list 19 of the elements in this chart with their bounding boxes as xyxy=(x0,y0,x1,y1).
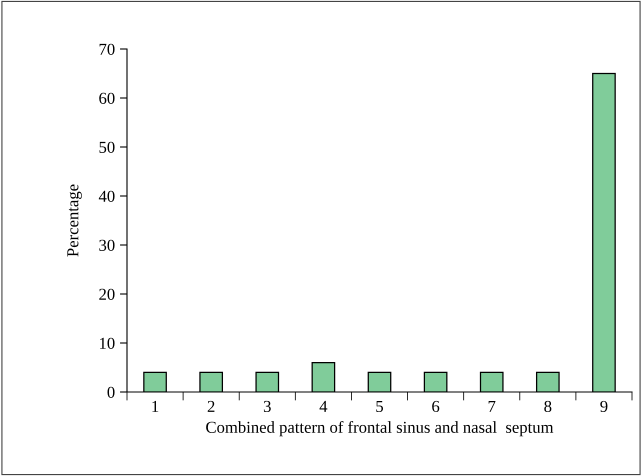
y-tick-label: 10 xyxy=(100,338,115,349)
y-tick-label: 30 xyxy=(99,240,115,251)
y-tick-label: 40 xyxy=(98,190,115,202)
y-tick-label: 20 xyxy=(99,288,115,300)
x-tick-label: 5 xyxy=(376,400,384,412)
y-tick-label: 60 xyxy=(99,92,115,104)
x-tick-label: 6 xyxy=(432,400,440,412)
y-axis-title: Percentage xyxy=(67,184,82,257)
x-tick-label: 9 xyxy=(600,400,608,412)
y-tick-label: 50 xyxy=(99,142,115,153)
x-tick-label: 8 xyxy=(544,400,552,412)
x-tick-label: 1 xyxy=(152,400,158,412)
x-tick-label: 7 xyxy=(488,400,496,412)
y-tick-label: 0 xyxy=(107,386,115,398)
x-tick-label: 2 xyxy=(208,400,214,412)
x-tick-label: 4 xyxy=(320,400,328,412)
y-tick-label: 70 xyxy=(100,44,115,55)
x-axis-title: Combined pattern of frontal sinus and nasal septum xyxy=(206,421,554,436)
x-tick-label: 3 xyxy=(264,400,271,412)
